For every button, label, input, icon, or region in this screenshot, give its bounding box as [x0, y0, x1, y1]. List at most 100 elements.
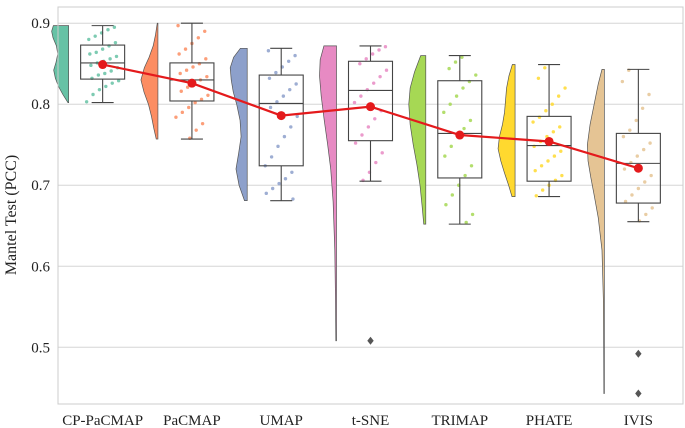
x-tick-labels: CP-PaCMAP PaCMAP UMAP t-SNE TRIMAP PHATE IVIS	[62, 413, 653, 428]
data-point	[536, 76, 541, 81]
data-point	[116, 79, 121, 83]
x-tick-label: TRIMAP	[431, 413, 488, 428]
data-point	[628, 128, 632, 132]
data-point	[267, 76, 272, 81]
mean-marker	[98, 60, 108, 70]
data-point	[370, 52, 375, 56]
data-point	[374, 160, 378, 165]
data-point	[380, 151, 384, 155]
data-point	[474, 73, 478, 77]
data-point	[539, 164, 544, 168]
outlier-point	[635, 349, 642, 358]
mean-marker	[276, 111, 286, 121]
data-point	[378, 74, 382, 79]
data-point	[644, 212, 648, 217]
outlier-point	[635, 389, 642, 398]
data-point	[540, 188, 545, 192]
box-PHATE	[526, 115, 572, 182]
data-point	[623, 199, 628, 204]
data-point	[109, 69, 113, 73]
data-point	[636, 186, 641, 191]
data-point	[469, 164, 474, 168]
mean-marker	[366, 102, 375, 112]
box-layer	[80, 22, 661, 398]
data-point	[103, 71, 107, 76]
data-point	[635, 154, 639, 158]
box-t-SNE	[347, 60, 394, 142]
box-IVIS	[615, 132, 661, 204]
violin-PaCMAP	[140, 22, 159, 140]
box-UMAP	[258, 74, 304, 167]
data-point	[470, 212, 475, 217]
data-point	[468, 118, 473, 123]
data-point	[649, 173, 653, 178]
data-point	[281, 94, 286, 98]
data-point	[266, 49, 271, 53]
data-point	[183, 47, 188, 51]
data-point	[203, 29, 207, 34]
data-point	[84, 100, 89, 104]
data-point	[174, 115, 178, 119]
data-point	[544, 109, 548, 113]
data-point	[559, 149, 563, 153]
data-point	[620, 79, 625, 84]
data-point	[560, 173, 564, 178]
data-point	[634, 118, 638, 123]
data-point	[112, 25, 117, 29]
y-tick-label: 0.8	[31, 97, 50, 113]
data-point	[647, 92, 651, 97]
data-point	[286, 59, 291, 63]
x-tick-label: PHATE	[526, 413, 573, 428]
data-point	[180, 110, 185, 115]
data-point	[206, 93, 210, 98]
data-point	[352, 100, 357, 105]
data-point	[295, 114, 299, 119]
data-point	[196, 36, 201, 40]
mean-marker	[187, 78, 197, 88]
data-point	[283, 177, 288, 181]
data-point	[558, 125, 562, 129]
data-point	[622, 167, 627, 171]
violin-t-SNE	[319, 45, 337, 342]
data-point	[449, 144, 453, 149]
data-point	[205, 74, 209, 79]
plot-border	[57, 6, 684, 405]
data-point	[91, 92, 95, 97]
mean-marker	[633, 163, 643, 173]
data-point	[543, 66, 547, 70]
mean-marker	[455, 130, 465, 140]
mean-line-layer	[98, 60, 643, 173]
x-tick-label: t-SNE	[352, 413, 390, 428]
y-tick-labels: 0.5 0.6 0.7 0.8 0.9	[31, 16, 50, 356]
data-point	[114, 54, 119, 59]
data-point	[274, 70, 278, 75]
y-tick-label: 0.6	[31, 259, 50, 275]
data-point	[442, 110, 446, 115]
data-point	[97, 87, 102, 92]
data-point	[96, 73, 101, 77]
data-point	[360, 133, 364, 137]
data-point	[556, 94, 561, 98]
violin-CP-PaCMAP	[51, 25, 69, 103]
data-point	[453, 60, 458, 64]
data-point	[277, 181, 281, 186]
data-point	[366, 125, 371, 129]
data-point	[89, 63, 93, 68]
data-point	[377, 48, 381, 52]
data-point	[289, 125, 293, 129]
data-point	[290, 170, 294, 174]
data-point	[94, 50, 98, 55]
data-point	[191, 65, 195, 69]
grid-lines	[58, 22, 683, 348]
data-point	[550, 102, 554, 106]
data-point	[648, 141, 652, 145]
data-point	[194, 128, 198, 132]
plot-frame	[57, 6, 684, 405]
data-point	[200, 121, 205, 126]
data-point	[187, 105, 191, 110]
data-point	[87, 37, 91, 42]
data-point	[359, 94, 363, 98]
data-point	[353, 141, 358, 145]
data-point	[199, 97, 204, 102]
data-point	[461, 86, 465, 90]
